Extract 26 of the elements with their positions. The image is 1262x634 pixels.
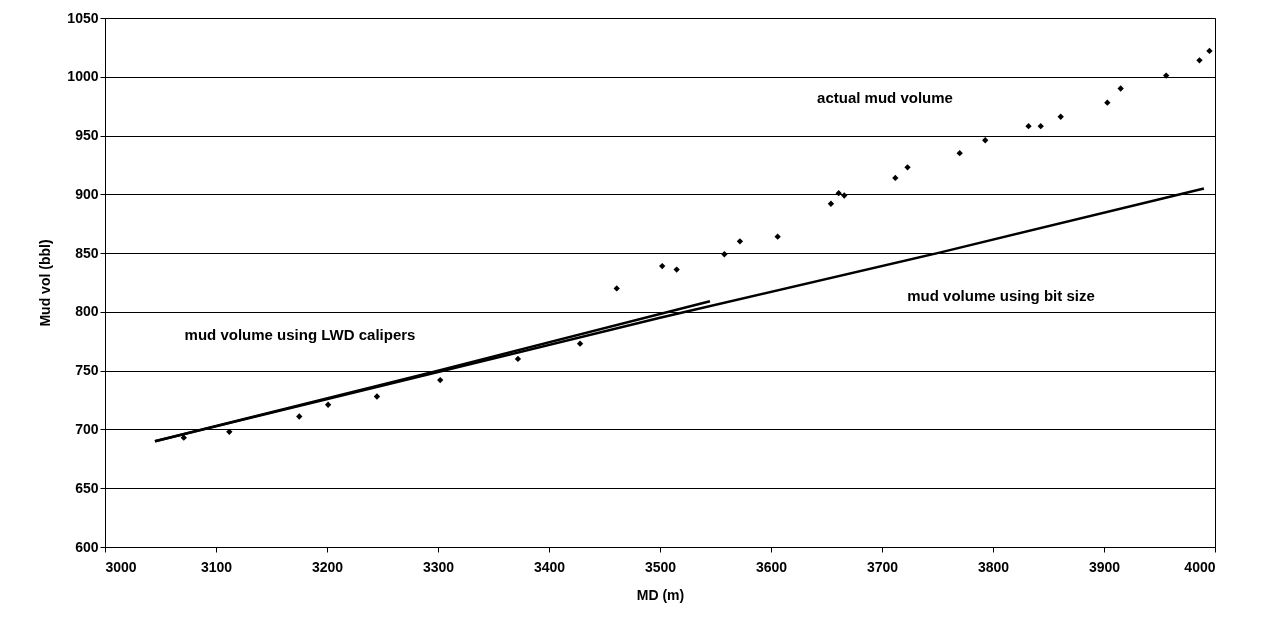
x-axis-title: MD (m) bbox=[636, 586, 685, 603]
y-tick-label: 650 bbox=[75, 479, 99, 496]
y-tick-label: 900 bbox=[75, 185, 99, 202]
x-tick-label: 3700 bbox=[866, 558, 899, 575]
x-tick-label: 3000 bbox=[105, 558, 137, 575]
y-tick-label: 750 bbox=[75, 362, 99, 379]
y-tick-label: 950 bbox=[75, 127, 99, 144]
annotation: mud volume using bit size bbox=[907, 287, 1095, 304]
x-tick-label: 4000 bbox=[1184, 558, 1216, 575]
x-tick-label: 3800 bbox=[977, 558, 1010, 575]
x-tick-label: 3600 bbox=[755, 558, 788, 575]
annotation: mud volume using LWD calipers bbox=[184, 326, 416, 343]
x-tick-label: 3300 bbox=[422, 558, 455, 575]
annotation: actual mud volume bbox=[817, 89, 953, 106]
y-tick-label: 1050 bbox=[67, 9, 99, 26]
y-tick-label: 850 bbox=[75, 244, 99, 261]
x-tick-label: 3400 bbox=[533, 558, 566, 575]
x-tick-label: 3500 bbox=[644, 558, 677, 575]
x-tick-label: 3100 bbox=[200, 558, 233, 575]
y-tick-label: 800 bbox=[75, 303, 99, 320]
y-axis-title: Mud vol (bbl) bbox=[37, 239, 54, 327]
y-tick-label: 700 bbox=[75, 420, 99, 437]
x-tick-label: 3200 bbox=[311, 558, 344, 575]
y-tick-label: 600 bbox=[75, 538, 99, 555]
x-tick-label: 3900 bbox=[1088, 558, 1121, 575]
y-tick-label: 1000 bbox=[67, 68, 99, 85]
